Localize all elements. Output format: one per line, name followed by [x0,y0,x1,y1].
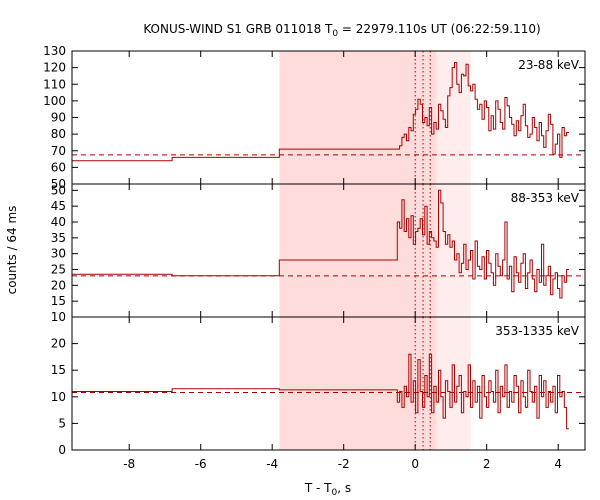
y-tick-label: 0 [58,443,66,457]
light-curve-series [72,189,569,299]
y-tick-label: 10 [51,310,66,324]
panel-3: 0 5 10 15 20 353-1335 keV [51,316,586,457]
shaded-region-1 [279,317,437,450]
x-tick-label: 2 [483,457,491,471]
energy-band-label: 88-353 keV [511,191,580,205]
x-tick-label: -4 [266,457,278,471]
chart-title: KONUS-WIND S1 GRB 011018 T0 = 22979.110s… [143,22,540,39]
y-tick-label: 120 [43,61,66,75]
x-tick-label: 4 [554,457,562,471]
y-tick-label: 90 [51,111,66,125]
y-tick-label: 35 [51,231,66,245]
y-tick-label: 60 [51,160,66,174]
x-tick-label: -8 [123,457,135,471]
panel-1: 50 60 70 80 90 100 110 120 130 23-88 keV [43,44,586,191]
y-tick-label: 20 [51,337,66,351]
y-tick-label: 40 [51,215,66,229]
shaded-region-2 [436,51,471,184]
y-tick-label: 130 [43,44,66,58]
light-curve-series [72,62,569,162]
y-tick-label: 70 [51,144,66,158]
y-axis-title: counts / 64 ms [5,206,19,295]
y-tick-label: 110 [43,77,66,91]
x-axis-title: T - T0, s [304,481,351,498]
y-tick-label: 20 [51,278,66,292]
y-tick-label: 45 [51,199,66,213]
shaded-region-1 [279,184,437,317]
x-tick-label: -6 [195,457,207,471]
x-tick-label: -2 [338,457,350,471]
y-tick-label: 50 [51,183,66,197]
panel-frame [71,316,586,451]
light-curve-series [72,353,569,430]
y-tick-label: 50 [51,177,66,191]
x-tick-label: 0 [411,457,419,471]
shaded-region-2 [436,317,471,450]
energy-band-label: 23-88 keV [518,58,580,72]
y-tick-label: 25 [51,263,66,277]
shaded-region-1 [279,51,437,184]
energy-band-label: 353-1335 keV [495,324,579,338]
y-tick-label: 10 [51,390,66,404]
y-tick-label: 5 [58,416,66,430]
shaded-region-2 [436,184,471,317]
y-tick-label: 30 [51,247,66,261]
y-tick-label: 15 [51,363,66,377]
y-tick-label: 15 [51,294,66,308]
y-tick-label: 80 [51,127,66,141]
y-tick-label: 100 [43,94,66,108]
